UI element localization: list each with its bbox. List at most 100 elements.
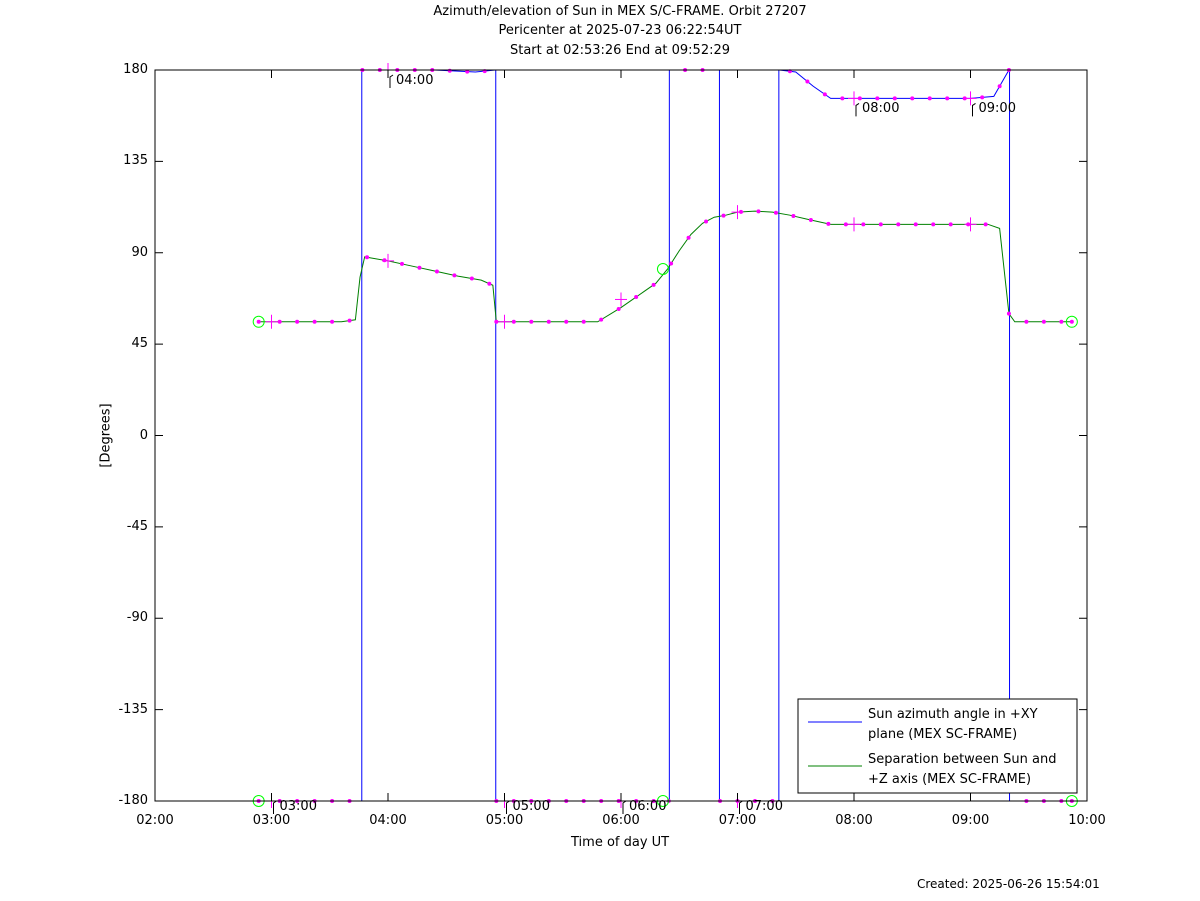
azimuth-data-point xyxy=(840,96,845,101)
separation-data-point xyxy=(913,222,918,227)
separation-data-point xyxy=(511,319,516,324)
y-tick-label: -180 xyxy=(118,793,148,808)
hour-annotation-label: 04:00 xyxy=(396,73,434,88)
separation-data-point xyxy=(773,210,778,215)
separation-data-point xyxy=(599,317,604,322)
x-tick-label: 05:00 xyxy=(485,813,524,828)
separation-data-point xyxy=(704,219,709,224)
hour-annotation-hook xyxy=(622,800,627,814)
separation-data-point xyxy=(948,222,953,227)
azimuth-data-point xyxy=(945,96,950,101)
x-tick-label: 07:00 xyxy=(718,813,757,828)
separation-data-point xyxy=(756,209,761,214)
y-tick-label: -45 xyxy=(126,518,148,534)
legend xyxy=(797,698,1078,794)
y-tick-label: -90 xyxy=(126,610,148,626)
separation-data-point xyxy=(434,269,439,274)
separation-data-point xyxy=(721,213,726,218)
azimuth-data-point xyxy=(910,96,915,101)
x-tick-label: 09:00 xyxy=(951,813,990,828)
start-end-circle-marker xyxy=(1065,315,1078,328)
azimuth-data-point xyxy=(997,84,1002,89)
separation-data-point xyxy=(277,319,282,324)
hour-annotation-hook xyxy=(855,103,860,117)
azimuth-series-segment xyxy=(779,69,1010,99)
hour-annotation-hook xyxy=(389,74,394,88)
separation-data-point xyxy=(469,276,474,281)
created-timestamp: Created: 2025-06-26 15:54:01 xyxy=(917,877,1100,891)
y-tick-label: 135 xyxy=(123,153,148,169)
y-tick-label: 90 xyxy=(131,244,148,260)
separation-data-point xyxy=(896,222,901,227)
azimuth-data-point xyxy=(447,68,452,73)
separation-data-point xyxy=(616,306,621,311)
legend-label-separation-line-2: +Z axis (MEX SC-FRAME) xyxy=(868,772,1032,787)
separation-data-point xyxy=(564,319,569,324)
legend-label-azimuth-line-1: Sun azimuth angle in +XY xyxy=(868,707,1038,722)
separation-data-point xyxy=(983,222,988,227)
x-axis-label: Time of day UT xyxy=(571,835,670,850)
start-end-circle-marker xyxy=(656,262,669,275)
separation-data-point xyxy=(634,295,639,300)
azimuth-data-point xyxy=(805,79,810,84)
separation-data-point xyxy=(686,235,691,240)
hour-annotation-hook xyxy=(972,103,976,117)
legend-label-azimuth-line-2: plane (MEX SC-FRAME) xyxy=(868,727,1018,742)
hour-annotation-label: 08:00 xyxy=(862,101,900,117)
x-tick-label: 03:00 xyxy=(252,813,291,828)
separation-series-line xyxy=(258,210,1072,323)
chart-title-line-2: Pericenter at 2025-07-23 06:22:54UT xyxy=(498,23,742,38)
separation-data-point xyxy=(1059,319,1064,324)
separation-data-point xyxy=(365,255,370,260)
separation-data-point xyxy=(347,318,352,323)
separation-data-point xyxy=(529,319,534,324)
start-end-circle-marker xyxy=(252,315,265,328)
azimuth-data-point xyxy=(465,69,470,74)
hour-annotation-hook xyxy=(506,800,510,814)
hour-annotation-label: 05:00 xyxy=(512,799,550,814)
azimuth-data-point xyxy=(980,95,985,100)
separation-data-point xyxy=(1069,319,1074,324)
separation-data-point xyxy=(452,273,457,278)
hour-annotation-hook xyxy=(273,800,277,814)
separation-data-point xyxy=(546,319,551,324)
axes-frame xyxy=(154,69,1088,802)
x-tick-label: 08:00 xyxy=(835,813,873,828)
separation-data-point xyxy=(581,319,586,324)
y-tick-label: 0 xyxy=(139,427,148,443)
y-tick-label: 180 xyxy=(123,62,148,77)
separation-data-point xyxy=(487,281,492,286)
separation-data-point xyxy=(295,319,300,324)
tick-layer xyxy=(154,69,1088,802)
azimuth-data-point xyxy=(892,96,897,101)
azimuth-data-point xyxy=(875,96,880,101)
separation-data-point xyxy=(1024,319,1029,324)
separation-data-point xyxy=(256,319,261,324)
separation-data-point xyxy=(878,222,883,227)
series-layer xyxy=(258,69,1072,802)
separation-data-point xyxy=(791,213,796,218)
separation-data-point xyxy=(1006,311,1011,316)
separation-data-point xyxy=(843,222,848,227)
azimuth-data-point xyxy=(822,92,827,97)
legend-label-separation-line-1: Separation between Sun and xyxy=(868,752,1057,767)
separation-data-point xyxy=(931,222,936,227)
legend-box xyxy=(797,698,1078,794)
hour-annotation-label: 03:00 xyxy=(279,799,317,814)
separation-data-point xyxy=(382,258,387,263)
hour-annotation-label: 07:00 xyxy=(745,799,783,814)
x-tick-label: 02:00 xyxy=(136,813,174,828)
separation-data-point xyxy=(1041,319,1046,324)
hour-annotation-hook xyxy=(739,800,743,814)
separation-data-point xyxy=(808,218,813,223)
y-tick-label: 45 xyxy=(131,336,148,352)
chart-title-line-1: Azimuth/elevation of Sun in MEX S/C-FRAM… xyxy=(433,4,807,19)
separation-data-point xyxy=(312,319,317,324)
separation-data-point xyxy=(399,261,404,266)
hour-annotation-label: 09:00 xyxy=(978,101,1016,117)
separation-data-point xyxy=(494,319,499,324)
x-tick-label: 10:00 xyxy=(1068,813,1106,828)
separation-data-point xyxy=(861,222,866,227)
separation-data-point xyxy=(826,221,831,226)
